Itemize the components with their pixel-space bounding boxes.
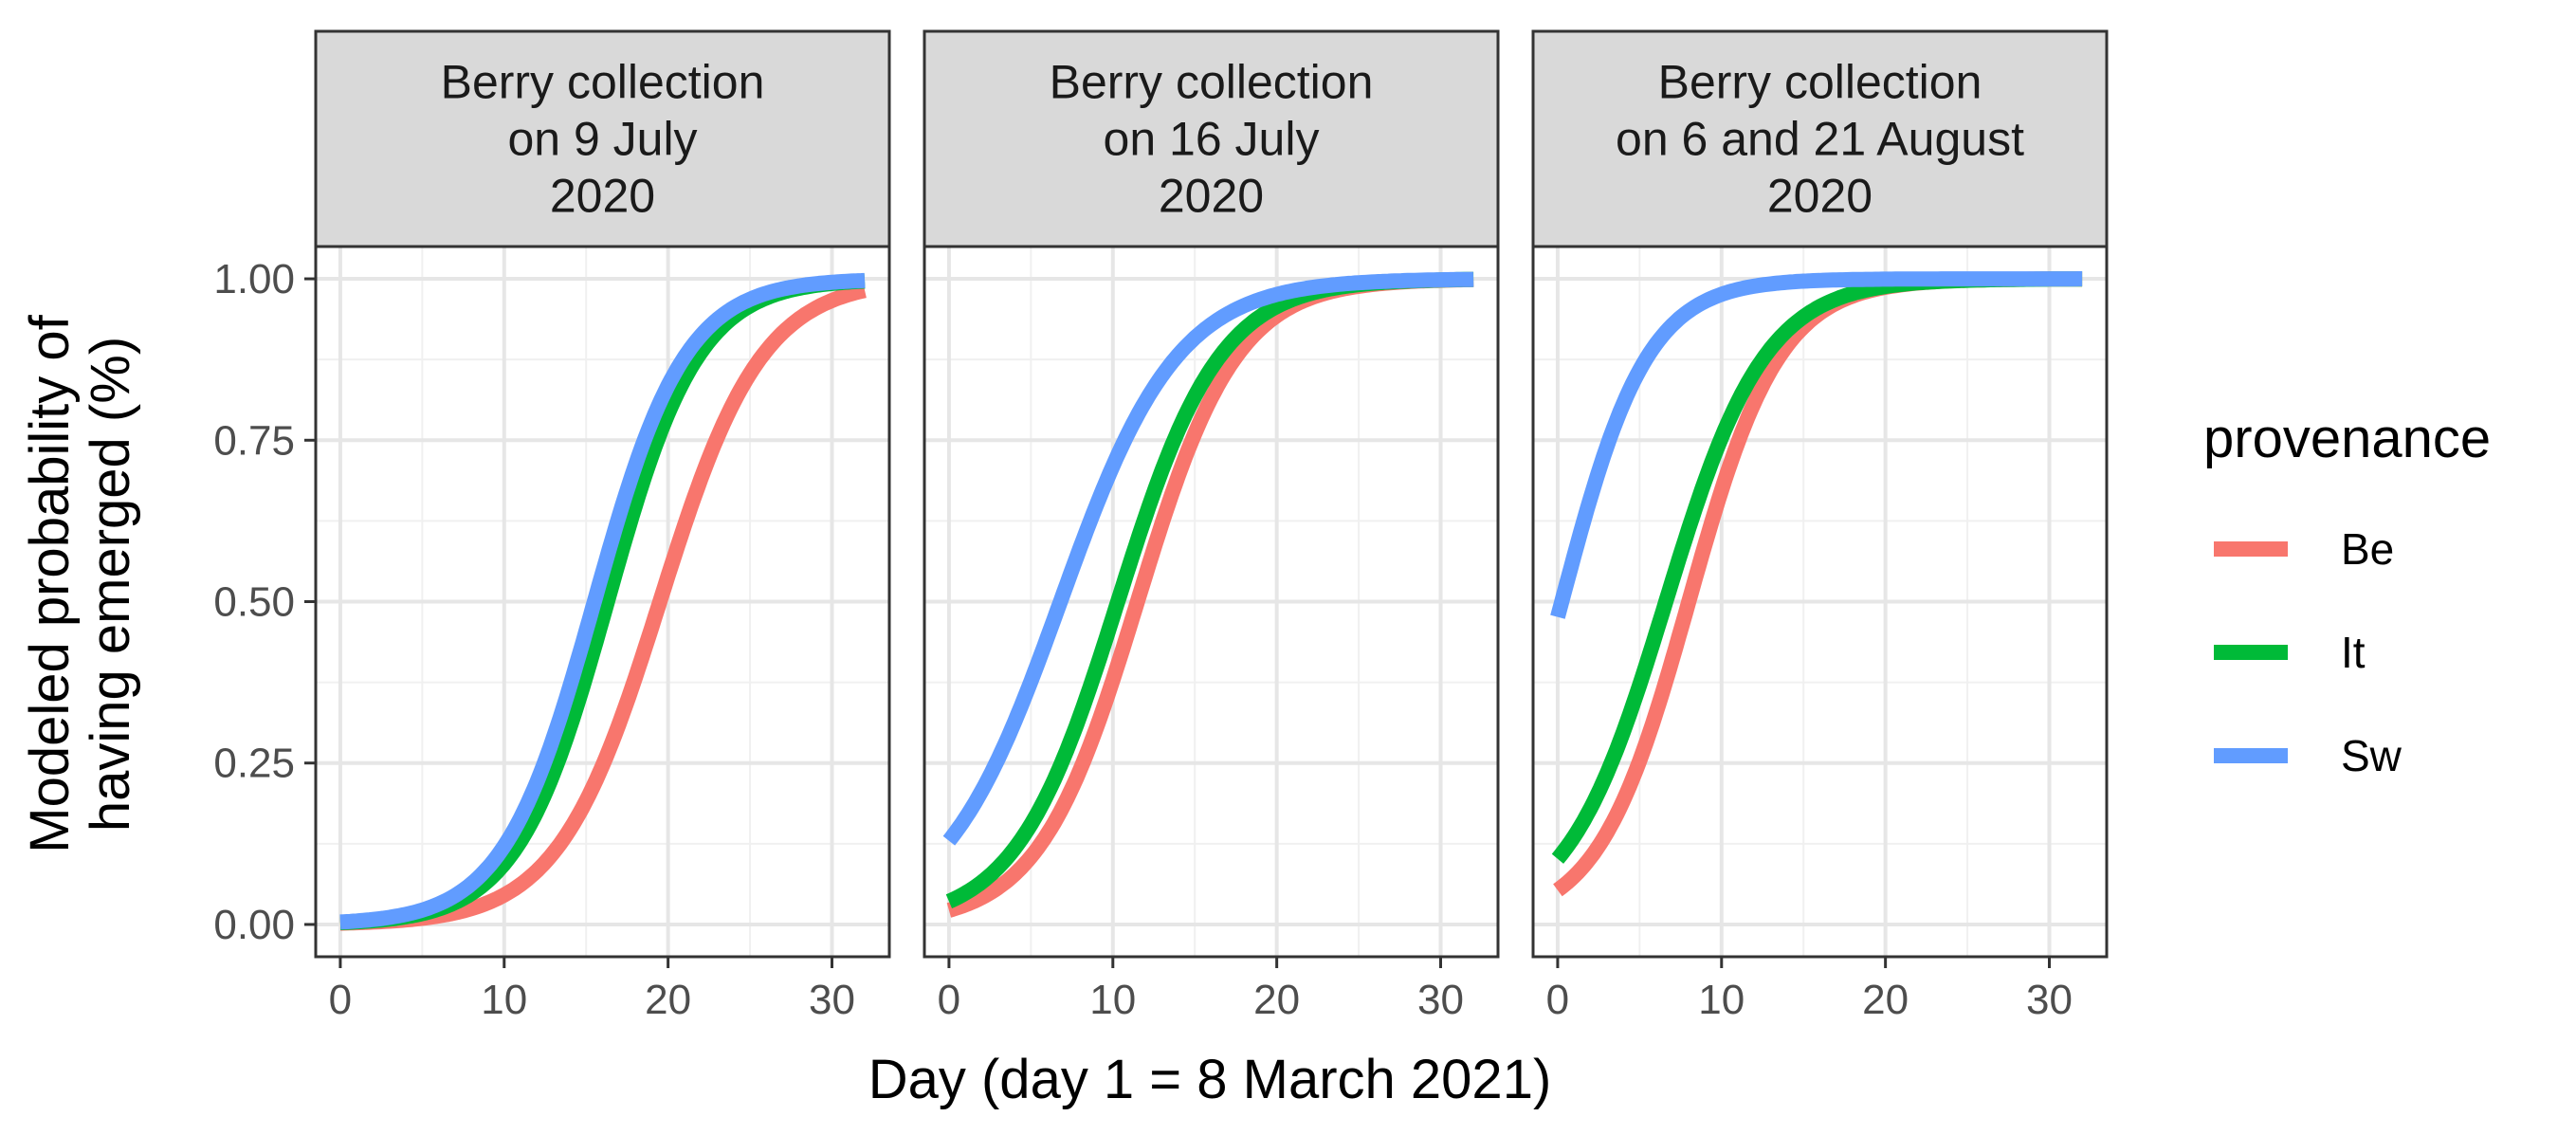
legend-label-it: It: [2341, 628, 2366, 677]
strip-background: [1531, 29, 2109, 248]
y-axis-title: Modeled probability of having emerged (%…: [19, 314, 141, 852]
x-tick-label: 0: [938, 977, 960, 1023]
x-tick-label: 30: [1417, 977, 1464, 1023]
strip-background: [314, 29, 891, 248]
legend: provenance Be It Sw: [2203, 408, 2491, 780]
x-tick-label: 10: [1089, 977, 1136, 1023]
y-axis-title-line-2: having emerged (%): [80, 337, 141, 832]
y-tick-label: 1.00: [213, 256, 295, 302]
strip-label-line: on 6 and 21 August: [1616, 113, 2024, 166]
y-axis-title-line-1: Modeled probability of: [19, 314, 81, 852]
series-line-sw: [942, 271, 1478, 846]
legend-label-be: Be: [2341, 524, 2394, 574]
strip-label-line: Berry collection: [441, 56, 765, 109]
x-tick-label: 10: [481, 977, 527, 1023]
strip-label-line: 2020: [1767, 170, 1873, 223]
x-tick-label: 30: [2026, 977, 2073, 1023]
x-tick-label: 20: [1253, 977, 1300, 1023]
strip-label-line: Berry collection: [1658, 56, 1982, 109]
y-tick-label: 0.00: [213, 902, 295, 948]
panel-border: [923, 245, 1500, 959]
x-tick-label: 10: [1698, 977, 1745, 1023]
x-tick-label: 0: [1546, 977, 1569, 1023]
strip-label-line: on 9 July: [507, 113, 697, 166]
legend-label-sw: Sw: [2341, 731, 2402, 780]
legend-title: provenance: [2203, 408, 2491, 469]
x-tick-label: 20: [645, 977, 691, 1023]
x-axis-title: Day (day 1 = 8 March 2021): [868, 1049, 1552, 1110]
strip-label-line: 2020: [550, 170, 655, 223]
x-tick-label: 30: [809, 977, 855, 1023]
series-line-sw: [336, 272, 869, 930]
strip-label-line: on 16 July: [1104, 113, 1320, 166]
y-tick-label: 0.75: [213, 417, 295, 464]
strip-label-line: Berry collection: [1050, 56, 1374, 109]
series-line-sw: [1550, 271, 2087, 619]
x-tick-label: 0: [329, 977, 352, 1023]
strip-label-line: 2020: [1159, 170, 1264, 223]
y-tick-label: 0.25: [213, 741, 295, 787]
x-tick-label: 20: [1862, 977, 1909, 1023]
panel-border: [1531, 245, 2109, 959]
y-tick-label: 0.50: [213, 579, 295, 626]
strip-background: [923, 29, 1500, 248]
